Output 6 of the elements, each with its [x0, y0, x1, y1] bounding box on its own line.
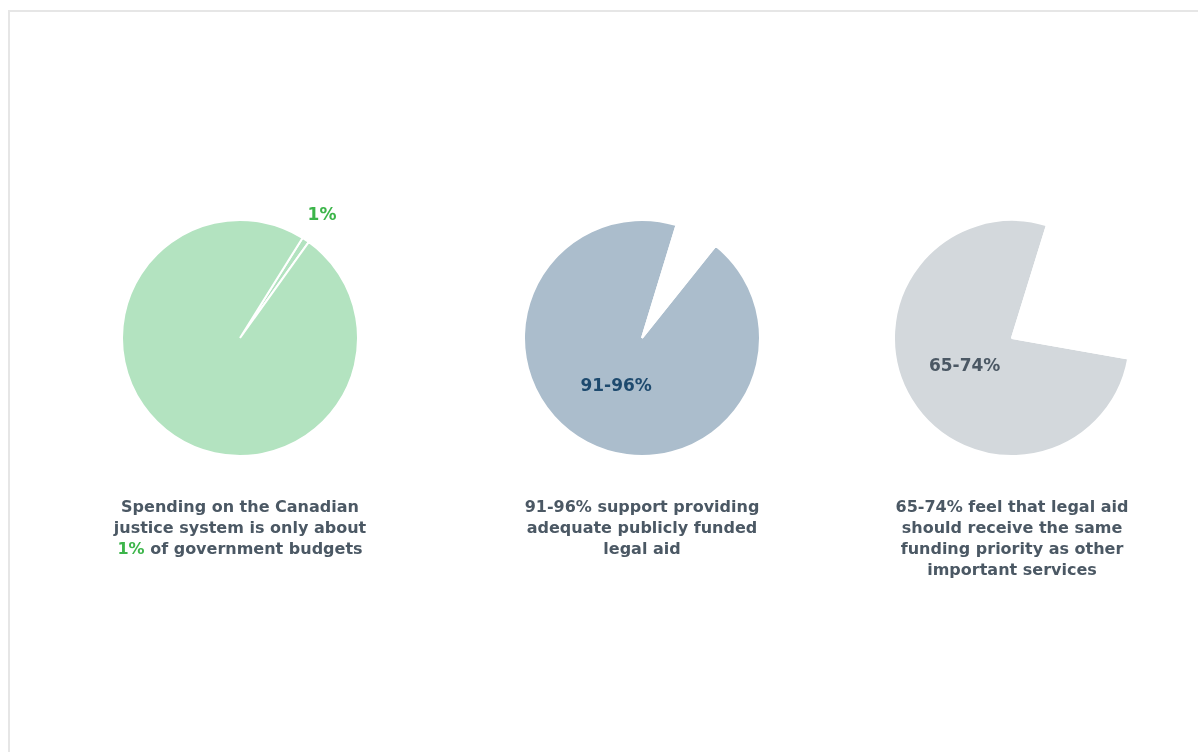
data-label: 1%	[307, 203, 337, 224]
text: 91-96% support providing adequate publicly funded legal aid	[523, 496, 761, 559]
text: 91-96%	[580, 375, 652, 396]
text: 65-74%	[928, 355, 1001, 376]
text: 65-74% feel that legal aid should receive the same funding priority as other important services	[894, 496, 1130, 580]
text: Spending on the Canadian justice system is only about 1% of government budgets	[112, 496, 368, 559]
